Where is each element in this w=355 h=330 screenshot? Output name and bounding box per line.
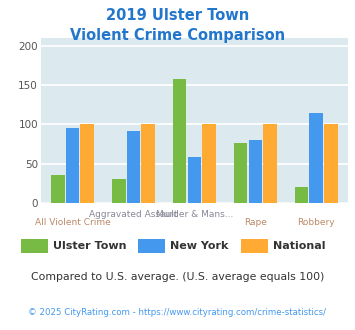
Bar [310,113,323,203]
Bar [127,131,140,203]
Bar [173,79,186,203]
Text: © 2025 CityRating.com - https://www.cityrating.com/crime-statistics/: © 2025 CityRating.com - https://www.city… [28,308,327,316]
Bar [141,124,155,203]
Text: Aggravated Assault: Aggravated Assault [89,210,178,218]
Text: Violent Crime Comparison: Violent Crime Comparison [70,28,285,43]
Text: Murder & Mans...: Murder & Mans... [156,210,233,218]
Bar [80,124,94,203]
Text: Ulster Town: Ulster Town [53,241,127,251]
Text: National: National [273,241,326,251]
Text: Robbery: Robbery [297,218,335,227]
Bar [295,187,308,203]
Text: Rape: Rape [244,218,267,227]
Text: All Violent Crime: All Violent Crime [35,218,110,227]
Bar [263,124,277,203]
Text: New York: New York [170,241,229,251]
Bar [234,143,247,203]
Text: Compared to U.S. average. (U.S. average equals 100): Compared to U.S. average. (U.S. average … [31,272,324,282]
Bar [324,124,338,203]
Text: 2019 Ulster Town: 2019 Ulster Town [106,8,249,23]
Bar [51,176,65,203]
Bar [112,180,126,203]
Bar [202,124,216,203]
Bar [188,157,201,203]
Bar [248,140,262,203]
Bar [66,128,79,203]
